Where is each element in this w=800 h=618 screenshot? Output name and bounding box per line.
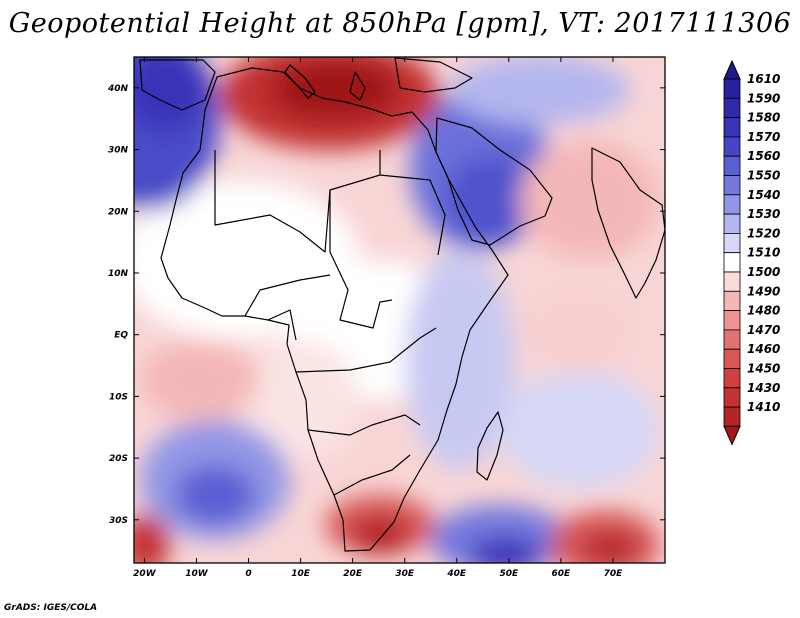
colorbar-swatch (723, 387, 741, 408)
colorbar-swatch (723, 97, 741, 119)
lon-tick-label: 10W (185, 569, 209, 579)
colorbar-swatch (723, 310, 741, 331)
geopotential-field (134, 57, 665, 563)
lon-tick-label: 10E (291, 569, 311, 579)
colorbar-label: 1540 (747, 188, 780, 202)
colorbar-label: 1520 (747, 226, 780, 240)
colorbar-label: 1460 (747, 342, 780, 356)
colorbar: 1610 1590 1580 1570 1560 1550 1540 1530 1520 1510… (723, 59, 780, 446)
colorbar-label: 1450 (747, 362, 780, 376)
colorbar-swatch (723, 78, 741, 99)
longitude-axis: 20W 10W 0 10E 20E 30E 40E 50E 60E 70E (133, 57, 623, 579)
colorbar-label: 1530 (747, 207, 780, 221)
colorbar-label: 1560 (747, 149, 780, 163)
lat-tick-label: 20S (109, 454, 128, 464)
lon-tick-label: 30E (395, 569, 415, 579)
colorbar-swatch (723, 213, 741, 234)
lon-tick-label: 70E (604, 569, 624, 579)
lat-tick-label: 10N (108, 269, 129, 279)
colorbar-label: 1430 (747, 381, 780, 395)
lat-tick-label: 30S (109, 516, 128, 526)
colorbar-swatch (723, 232, 741, 254)
colorbar-swatch (723, 348, 741, 369)
lat-tick-label: EQ (114, 331, 128, 341)
colorbar-label: 1500 (747, 265, 780, 279)
colorbar-label: 1510 (747, 246, 780, 260)
coastlines-and-borders (139, 57, 665, 552)
colorbar-swatch (723, 117, 741, 138)
colorbar-label: 1470 (747, 323, 780, 337)
lon-tick-label: 20W (133, 569, 157, 579)
lon-tick-label: 50E (499, 569, 519, 579)
colorbar-label: 1580 (747, 111, 780, 125)
colorbar-label: 1570 (747, 130, 780, 144)
colorbar-low-arrow (723, 425, 741, 446)
colorbar-label: 1490 (747, 284, 780, 298)
lon-tick-label: 0 (245, 569, 251, 579)
map-frame (133, 56, 666, 564)
colorbar-label: 1480 (747, 304, 780, 318)
colorbar-swatch (723, 368, 741, 389)
lon-tick-label: 60E (552, 569, 572, 579)
colorbar-swatch (723, 271, 741, 292)
lat-tick-label: 10S (109, 392, 128, 402)
colorbar-label: 1590 (747, 91, 780, 105)
colorbar-label: 1610 (747, 72, 780, 86)
colorbar-swatch (723, 406, 741, 427)
colorbar-swatch (723, 329, 741, 350)
lon-tick-label: 40E (446, 569, 467, 579)
colorbar-swatch (723, 155, 741, 176)
colorbar-swatch (723, 175, 741, 196)
grads-credit: GrADS: IGES/COLA (4, 603, 98, 613)
lat-tick-label: 40N (107, 84, 129, 94)
colorbar-swatch (723, 290, 741, 311)
lon-tick-label: 20E (343, 569, 363, 579)
colorbar-swatch (723, 136, 741, 157)
colorbar-swatch (723, 194, 741, 215)
chart-title: Geopotential Height at 850hPa [gpm], VT:… (8, 8, 792, 39)
lat-tick-label: 30N (108, 146, 129, 156)
latitude-axis: 40N 30N 20N 10N EQ 10S 20S 30S (107, 84, 665, 526)
colorbar-label: 1410 (747, 400, 780, 414)
colorbar-swatch (723, 252, 741, 273)
colorbar-high-arrow (723, 59, 741, 80)
colorbar-label: 1550 (747, 169, 780, 183)
lat-tick-label: 20N (108, 207, 129, 217)
